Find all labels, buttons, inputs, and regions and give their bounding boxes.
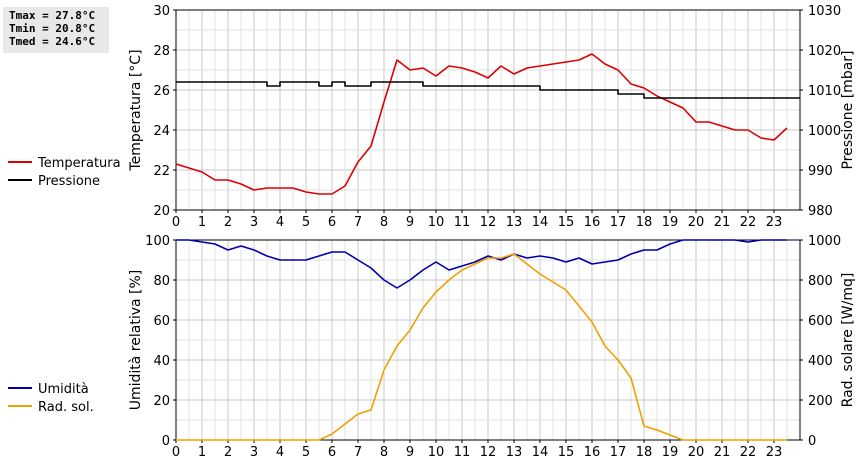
x-tick-label: 3 [250, 445, 258, 460]
x-tick-label: 19 [662, 215, 679, 230]
y-tick-label: 24 [153, 124, 170, 139]
y2-axis-label: Pressione [mbar] [840, 50, 856, 169]
stat-tmax: Tmax = 27.8°C [9, 9, 96, 22]
x-tick-label: 12 [480, 215, 497, 230]
x-tick-label: 3 [250, 215, 258, 230]
y-tick-label: 20 [153, 394, 170, 409]
y2-tick-label: 1000 [808, 124, 841, 139]
stat-tmin: Tmin = 20.8°C [9, 22, 96, 35]
x-tick-label: 6 [328, 215, 336, 230]
x-tick-label: 9 [406, 215, 414, 230]
x-tick-label: 5 [302, 445, 310, 460]
y2-tick-label: 980 [808, 204, 833, 219]
x-tick-label: 13 [506, 215, 523, 230]
stats-box: Tmax = 27.8°C Tmin = 20.8°C Tmed = 24.6°… [3, 7, 109, 53]
x-tick-label: 9 [406, 445, 414, 460]
y2-tick-label: 1020 [808, 44, 841, 59]
legend-label: Temperatura [37, 156, 121, 171]
y2-tick-label: 990 [808, 164, 833, 179]
y-tick-label: 0 [162, 434, 170, 449]
x-tick-label: 7 [354, 215, 362, 230]
x-tick-label: 21 [714, 445, 731, 460]
legend-label: Umidità [38, 382, 89, 397]
x-tick-label: 22 [740, 445, 757, 460]
x-tick-label: 10 [428, 445, 445, 460]
y-tick-label: 26 [153, 84, 170, 99]
x-tick-label: 20 [688, 445, 705, 460]
y-tick-label: 30 [153, 4, 170, 19]
y2-tick-label: 1010 [808, 84, 841, 99]
x-tick-label: 1 [198, 215, 206, 230]
x-tick-label: 8 [380, 445, 388, 460]
y2-tick-label: 200 [808, 394, 833, 409]
stat-tmed: Tmed = 24.6°C [9, 35, 96, 48]
x-tick-label: 1 [198, 445, 206, 460]
x-tick-label: 4 [276, 445, 284, 460]
x-tick-label: 23 [766, 445, 783, 460]
x-tick-label: 12 [480, 445, 497, 460]
x-tick-label: 17 [610, 215, 627, 230]
y2-tick-label: 1000 [808, 234, 841, 249]
x-tick-label: 0 [172, 445, 180, 460]
x-tick-label: 2 [224, 215, 232, 230]
y-tick-label: 80 [153, 274, 170, 289]
legend-label: Pressione [38, 174, 100, 189]
y2-tick-label: 600 [808, 314, 833, 329]
x-tick-label: 5 [302, 215, 310, 230]
chart-panel-1: 0 1 2 3 4 5 6 7 8 9 10 11 12 13 14 15 16 17 18 19 20 21 22 2320… [8, 4, 856, 230]
y2-tick-label: 1030 [808, 4, 841, 19]
x-tick-label: 8 [380, 215, 388, 230]
x-tick-label: 4 [276, 215, 284, 230]
y2-axis-label: Rad. solare [W/mq] [840, 273, 856, 408]
x-tick-label: 11 [454, 215, 471, 230]
x-tick-label: 23 [766, 215, 783, 230]
y-tick-label: 22 [153, 164, 170, 179]
x-tick-label: 15 [558, 445, 575, 460]
x-tick-label: 0 [172, 215, 180, 230]
x-tick-label: 18 [636, 445, 653, 460]
x-tick-label: 19 [662, 445, 679, 460]
y2-tick-label: 0 [808, 434, 816, 449]
x-tick-label: 21 [714, 215, 731, 230]
x-tick-label: 14 [532, 445, 549, 460]
series-line-umidit [176, 239, 787, 289]
y-tick-label: 40 [153, 354, 170, 369]
y2-tick-label: 800 [808, 274, 833, 289]
y2-tick-label: 400 [808, 354, 833, 369]
x-tick-label: 6 [328, 445, 336, 460]
x-tick-label: 2 [224, 445, 232, 460]
series-line-pressione [176, 81, 800, 99]
y-axis-label: Umidità relativa [%] [128, 270, 144, 411]
x-tick-label: 16 [584, 215, 601, 230]
x-tick-label: 17 [610, 445, 627, 460]
x-tick-label: 15 [558, 215, 575, 230]
x-tick-label: 20 [688, 215, 705, 230]
y-tick-label: 100 [145, 234, 170, 249]
x-tick-label: 13 [506, 445, 523, 460]
x-tick-label: 18 [636, 215, 653, 230]
x-tick-label: 22 [740, 215, 757, 230]
chart-panel-2: 0 1 2 3 4 5 6 7 8 9 10 11 12 13 14 15 16 17 18 19 20 21 22 2302… [8, 234, 856, 460]
x-tick-label: 11 [454, 445, 471, 460]
x-tick-label: 10 [428, 215, 445, 230]
series-line-temperatura [175, 53, 788, 195]
legend-label: Rad. sol. [38, 400, 94, 415]
y-tick-label: 20 [153, 204, 170, 219]
x-tick-label: 14 [532, 215, 549, 230]
series-line-rad-sol [176, 253, 787, 441]
y-tick-label: 28 [153, 44, 170, 59]
y-axis-label: Temperatura [°C] [128, 49, 144, 171]
x-tick-label: 16 [584, 445, 601, 460]
x-tick-label: 7 [354, 445, 362, 460]
y-tick-label: 60 [153, 314, 170, 329]
